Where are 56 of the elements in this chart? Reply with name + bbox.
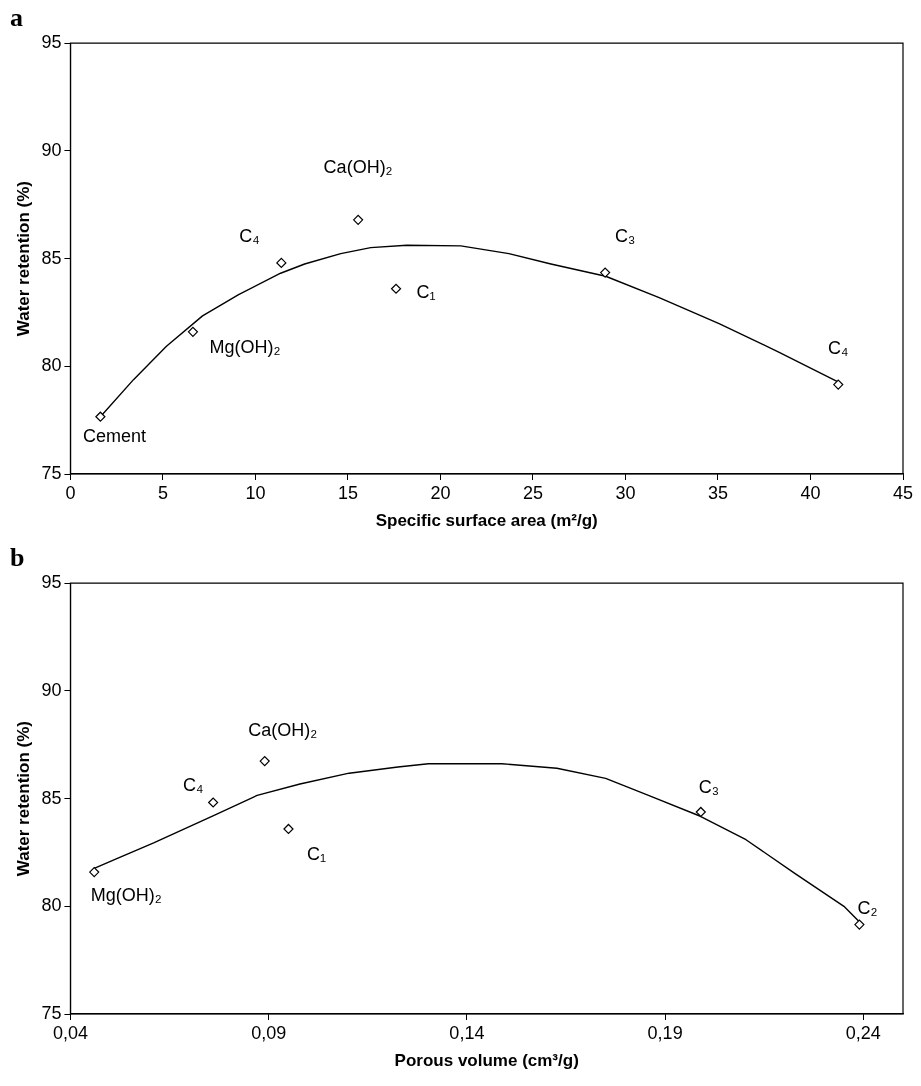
y-tick-label: 80 xyxy=(41,895,62,916)
x-tick-label: 0,14 xyxy=(449,1022,485,1043)
x-tick-label: 0,04 xyxy=(52,1022,88,1043)
annotation: Cement xyxy=(82,425,146,446)
y-tick-label: 85 xyxy=(41,247,62,268)
x-tick-label: 10 xyxy=(245,482,266,503)
point xyxy=(833,379,844,390)
y-tick-label: 85 xyxy=(41,787,62,808)
y-tick-label: 90 xyxy=(41,139,62,160)
y-tick-label: 95 xyxy=(41,572,62,593)
point xyxy=(187,326,198,337)
point xyxy=(353,214,364,225)
annotation: Mg(OH)₂ xyxy=(90,885,162,906)
x-tick-label: 0,24 xyxy=(845,1022,881,1043)
x-axis-title: Specific surface area (m²/g) xyxy=(375,511,598,531)
x-tick-label: 45 xyxy=(892,482,914,503)
point xyxy=(259,756,270,767)
point xyxy=(89,866,100,878)
x-tick-label: 25 xyxy=(522,482,543,503)
chart-title: a xyxy=(10,3,23,33)
point xyxy=(95,411,106,422)
x-tick-label: 15 xyxy=(337,482,358,503)
annotation: C₃ xyxy=(614,225,636,246)
chart-title: b xyxy=(10,543,25,573)
annotation: C₁ xyxy=(416,281,436,302)
annotation: C₄ xyxy=(182,775,204,796)
x-tick-label: 0,09 xyxy=(251,1022,287,1043)
annotation: C₁ xyxy=(306,843,327,864)
x-tick-label: 5 xyxy=(157,482,168,503)
annotation: C₃ xyxy=(698,776,719,797)
annotation: C₄ xyxy=(828,337,849,358)
x-tick-label: 40 xyxy=(800,482,821,503)
x-tick-label: 20 xyxy=(430,482,451,503)
point xyxy=(390,283,402,294)
x-tick-label: 35 xyxy=(707,482,728,503)
y-axis-title: Water retention (%) xyxy=(13,720,33,877)
point xyxy=(695,806,706,818)
y-tick-label: 90 xyxy=(41,679,62,700)
point xyxy=(276,257,287,269)
x-tick-label: 0,19 xyxy=(647,1022,683,1043)
annotation: Ca(OH)₂ xyxy=(248,720,318,741)
annotation: Mg(OH)₂ xyxy=(209,336,281,357)
y-tick-label: 75 xyxy=(41,462,62,483)
point xyxy=(208,797,219,808)
y-tick-label: 80 xyxy=(41,355,62,376)
annotation: Ca(OH)₂ xyxy=(323,156,393,177)
annotation: C₄ xyxy=(239,225,260,246)
annotation: C₂ xyxy=(857,897,878,918)
y-tick-label: 75 xyxy=(41,1002,62,1023)
point xyxy=(854,919,865,930)
x-tick-label: 0 xyxy=(65,482,76,503)
x-axis-title: Porous volume (cm³/g) xyxy=(394,1051,579,1071)
y-axis-title: Water retention (%) xyxy=(13,180,33,337)
point xyxy=(600,267,611,278)
x-tick-label: 30 xyxy=(615,482,636,503)
y-tick-label: 95 xyxy=(41,32,62,53)
